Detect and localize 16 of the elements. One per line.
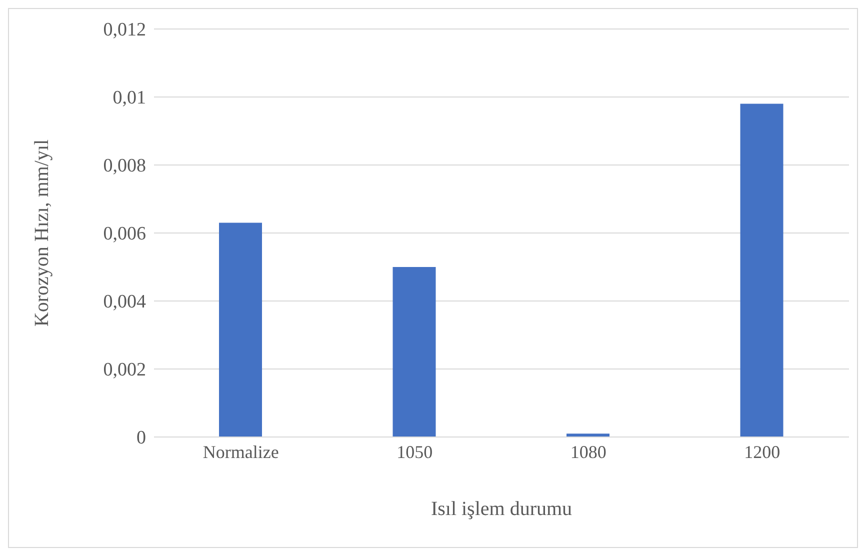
y-tick-label: 0,012: [103, 20, 146, 41]
y-tick-label: 0,004: [103, 292, 146, 313]
y-tick-label: 0,008: [103, 156, 146, 177]
bar: [392, 267, 436, 437]
x-tick-label: 1050: [396, 442, 433, 462]
y-tick-label: 0,006: [103, 224, 146, 245]
x-tick-label: 1200: [744, 442, 780, 462]
x-axis-title: Isıl işlem durumu: [430, 498, 572, 520]
x-tick-label: Normalize: [202, 442, 279, 462]
y-tick-label: 0: [136, 428, 146, 449]
y-axis-title: Korozyon Hızı, mm/yıl: [31, 138, 54, 327]
x-tick-label: 1080: [570, 442, 606, 462]
bar: [740, 104, 784, 437]
bar: [219, 222, 262, 437]
y-tick-label: 0,01: [112, 88, 146, 109]
y-tick-label: 0,002: [103, 360, 146, 381]
